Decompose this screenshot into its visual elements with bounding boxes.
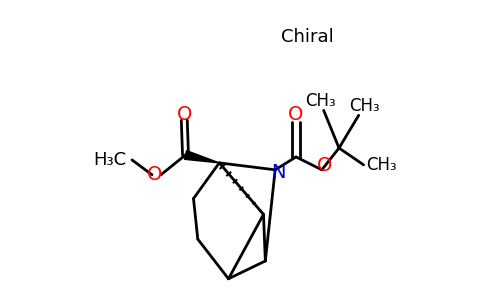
Text: Chiral: Chiral [281, 28, 334, 46]
Text: O: O [288, 105, 304, 124]
Text: O: O [147, 165, 163, 184]
Text: CH₃: CH₃ [349, 98, 380, 116]
Text: CH₃: CH₃ [305, 92, 336, 110]
Polygon shape [184, 151, 219, 163]
Text: CH₃: CH₃ [366, 156, 397, 174]
Text: H₃C: H₃C [93, 151, 126, 169]
Text: N: N [271, 163, 286, 182]
Text: O: O [317, 156, 333, 175]
Text: O: O [177, 105, 192, 124]
